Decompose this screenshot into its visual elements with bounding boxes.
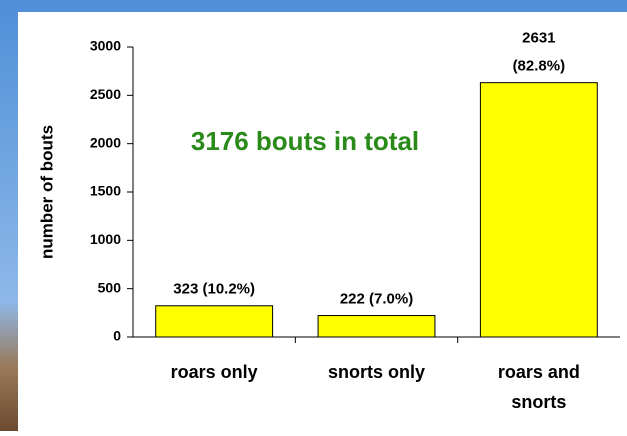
bar bbox=[480, 83, 597, 337]
value-label: 222 (7.0%) bbox=[340, 291, 413, 308]
page: {"chart_data": {"type": "bar", "annotati… bbox=[0, 0, 627, 431]
annotation: 3176 bouts in total bbox=[191, 126, 419, 156]
chart: 3176 bouts in total number of bouts 0 500… bbox=[0, 0, 627, 431]
y-tick-label: 0 bbox=[113, 328, 121, 344]
x-tick-label: snorts only bbox=[328, 362, 425, 382]
y-tick-label: 2000 bbox=[90, 134, 121, 150]
y-tick-label: 500 bbox=[98, 279, 122, 295]
bar bbox=[156, 306, 273, 337]
x-tick-label: roars only bbox=[171, 362, 258, 382]
y-tick-label: 1500 bbox=[90, 183, 121, 199]
bar bbox=[318, 316, 435, 337]
y-tick-label: 2500 bbox=[90, 86, 121, 102]
y-tick-label: 3000 bbox=[90, 38, 121, 54]
y-tick-label: 1000 bbox=[90, 231, 121, 247]
y-axis-label: number of bouts bbox=[37, 125, 56, 259]
value-label: 323 (10.2%) bbox=[173, 281, 255, 298]
